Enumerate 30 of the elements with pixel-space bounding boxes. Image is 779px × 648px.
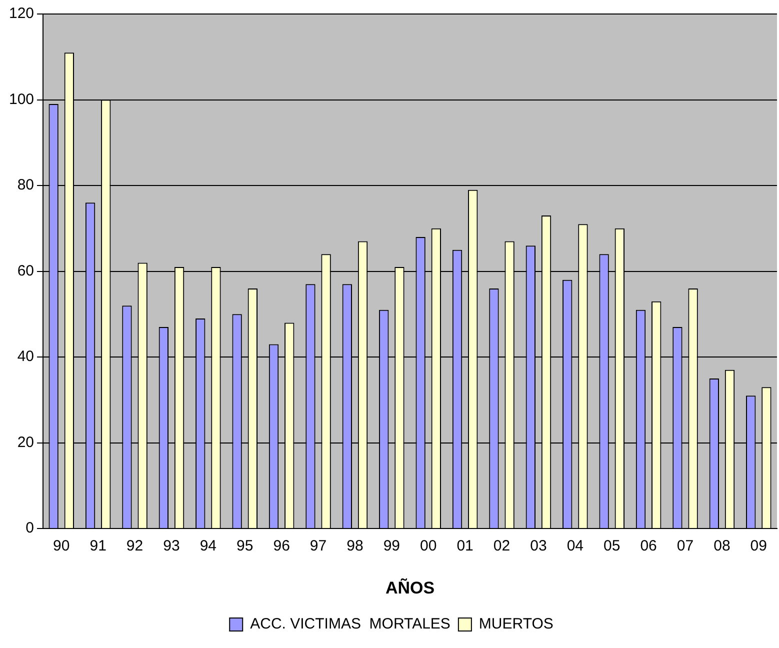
legend-label: MUERTOS: [478, 616, 554, 633]
x-tick-label: 90: [53, 538, 70, 555]
x-tick-label: 00: [420, 538, 437, 555]
y-tick-label: 40: [17, 348, 34, 366]
x-tick-label: 99: [383, 538, 400, 555]
x-tick-label: 92: [126, 538, 144, 555]
x-tick-label: 09: [750, 538, 767, 555]
x-tick-label: 94: [200, 538, 217, 555]
x-tick-label: 06: [640, 538, 657, 555]
y-tick-label: 60: [17, 262, 34, 280]
legend-label: ACC. VICTIMAS MORTALES: [250, 616, 450, 633]
x-tick-label: 95: [236, 538, 254, 555]
x-tick-label: 97: [310, 538, 327, 555]
x-tick-label: 08: [714, 538, 730, 555]
x-tick-label: 96: [273, 538, 290, 555]
x-tick-label: 01: [456, 538, 474, 555]
y-tick-label: 100: [8, 90, 34, 108]
x-tick-label: 02: [493, 538, 510, 555]
y-tick-label: 0: [26, 520, 34, 537]
x-tick-label: 04: [566, 538, 584, 555]
y-tick-label: 20: [17, 434, 34, 451]
x-tick-label: 03: [530, 538, 547, 555]
x-tick-label: 98: [346, 538, 364, 555]
x-tick-label: 07: [676, 538, 694, 555]
y-tick-label: 120: [8, 5, 34, 22]
x-axis-title: AÑOS: [385, 577, 435, 598]
y-tick-label: 80: [17, 176, 34, 194]
x-tick-label: 93: [163, 538, 180, 555]
x-tick-label: 05: [604, 538, 620, 555]
x-tick-label: 91: [90, 538, 106, 555]
